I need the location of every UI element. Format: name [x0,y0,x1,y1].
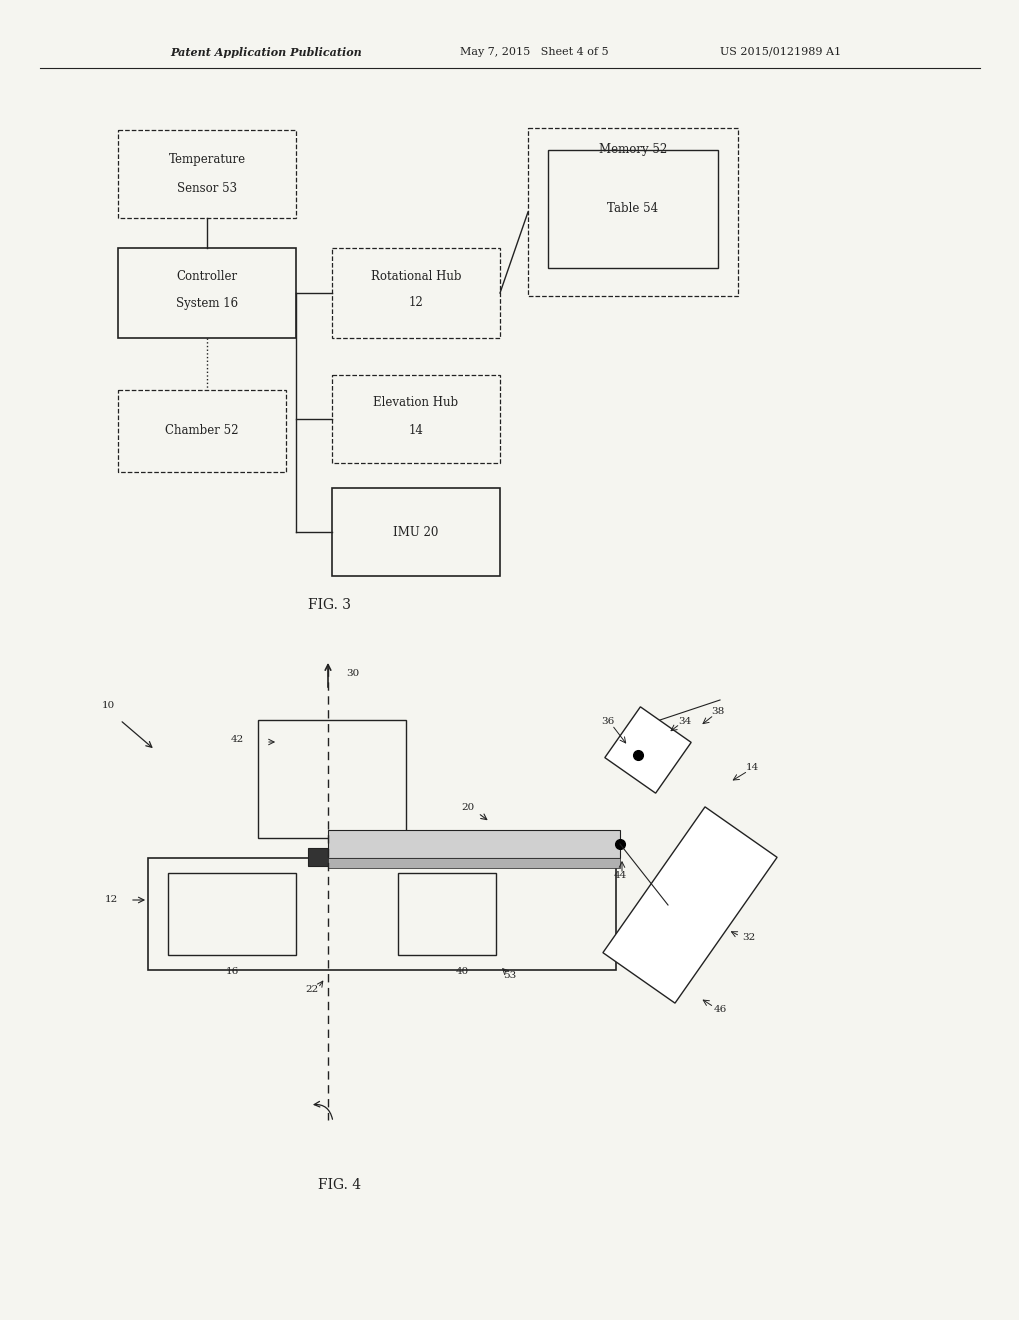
Text: 40: 40 [454,966,468,975]
Text: May 7, 2015   Sheet 4 of 5: May 7, 2015 Sheet 4 of 5 [460,48,608,57]
Text: Elevation Hub: Elevation Hub [373,396,459,409]
Text: US 2015/0121989 A1: US 2015/0121989 A1 [719,48,841,57]
Polygon shape [602,807,776,1003]
Bar [148,858,615,970]
Text: Controller: Controller [176,269,237,282]
Bar [258,719,406,838]
Text: Temperature: Temperature [168,153,246,166]
Text: IMU 20: IMU 20 [393,525,438,539]
Bar [118,248,296,338]
Bar [328,830,620,858]
Bar [328,858,620,869]
Text: 38: 38 [710,708,723,717]
Text: 42: 42 [230,735,244,744]
Text: 12: 12 [105,895,118,904]
Text: 16: 16 [225,966,238,975]
Text: 46: 46 [712,1006,726,1015]
Polygon shape [604,706,691,793]
Text: Patent Application Publication: Patent Application Publication [170,46,362,58]
Text: 14: 14 [745,763,758,772]
Text: FIG. 3: FIG. 3 [308,598,352,612]
Text: 12: 12 [409,297,423,309]
Text: 10: 10 [101,701,114,710]
Bar [118,389,285,473]
Bar [528,128,738,296]
Text: 14: 14 [409,424,423,437]
Text: System 16: System 16 [175,297,237,309]
Bar [118,129,296,218]
Bar [331,248,499,338]
Text: FIG. 4: FIG. 4 [318,1177,361,1192]
Text: 44: 44 [612,871,626,880]
Text: 30: 30 [345,668,359,677]
Text: 32: 32 [741,933,754,942]
Text: Chamber 52: Chamber 52 [165,425,238,437]
Text: 36: 36 [601,718,614,726]
Text: 53: 53 [503,972,516,981]
Text: 20: 20 [461,804,474,813]
Bar [331,488,499,576]
Bar [547,150,717,268]
Bar [331,375,499,463]
Text: Memory 52: Memory 52 [598,144,666,157]
Text: 22: 22 [305,986,318,994]
Text: Table 54: Table 54 [607,202,658,215]
Bar [168,873,296,954]
Text: Rotational Hub: Rotational Hub [370,269,461,282]
Bar [308,847,335,866]
Text: 34: 34 [678,718,691,726]
Bar [397,873,495,954]
Text: Sensor 53: Sensor 53 [176,181,236,194]
